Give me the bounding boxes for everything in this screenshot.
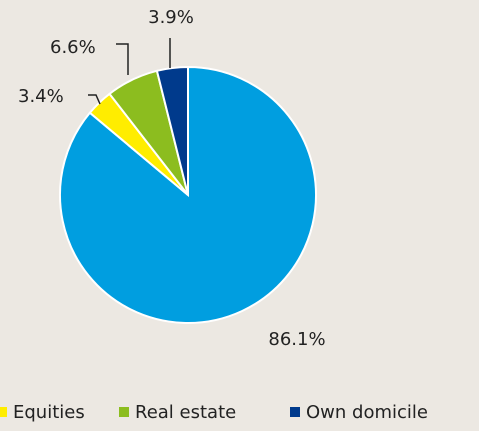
legend-label: Equities bbox=[13, 402, 85, 423]
pie-slice bbox=[155, 65, 189, 196]
data-label: 3.9% bbox=[148, 7, 194, 28]
legend-swatch bbox=[0, 407, 7, 417]
data-label: 6.6% bbox=[50, 37, 96, 58]
data-label: 86.1% bbox=[268, 329, 325, 350]
leader-line bbox=[88, 94, 101, 105]
leader-line bbox=[116, 43, 129, 75]
legend-label: Real estate bbox=[135, 402, 236, 423]
legend-swatch bbox=[290, 407, 300, 417]
data-label: 3.4% bbox=[18, 86, 64, 107]
legend-label: Own domicile bbox=[306, 402, 428, 423]
legend-swatch bbox=[119, 407, 129, 417]
